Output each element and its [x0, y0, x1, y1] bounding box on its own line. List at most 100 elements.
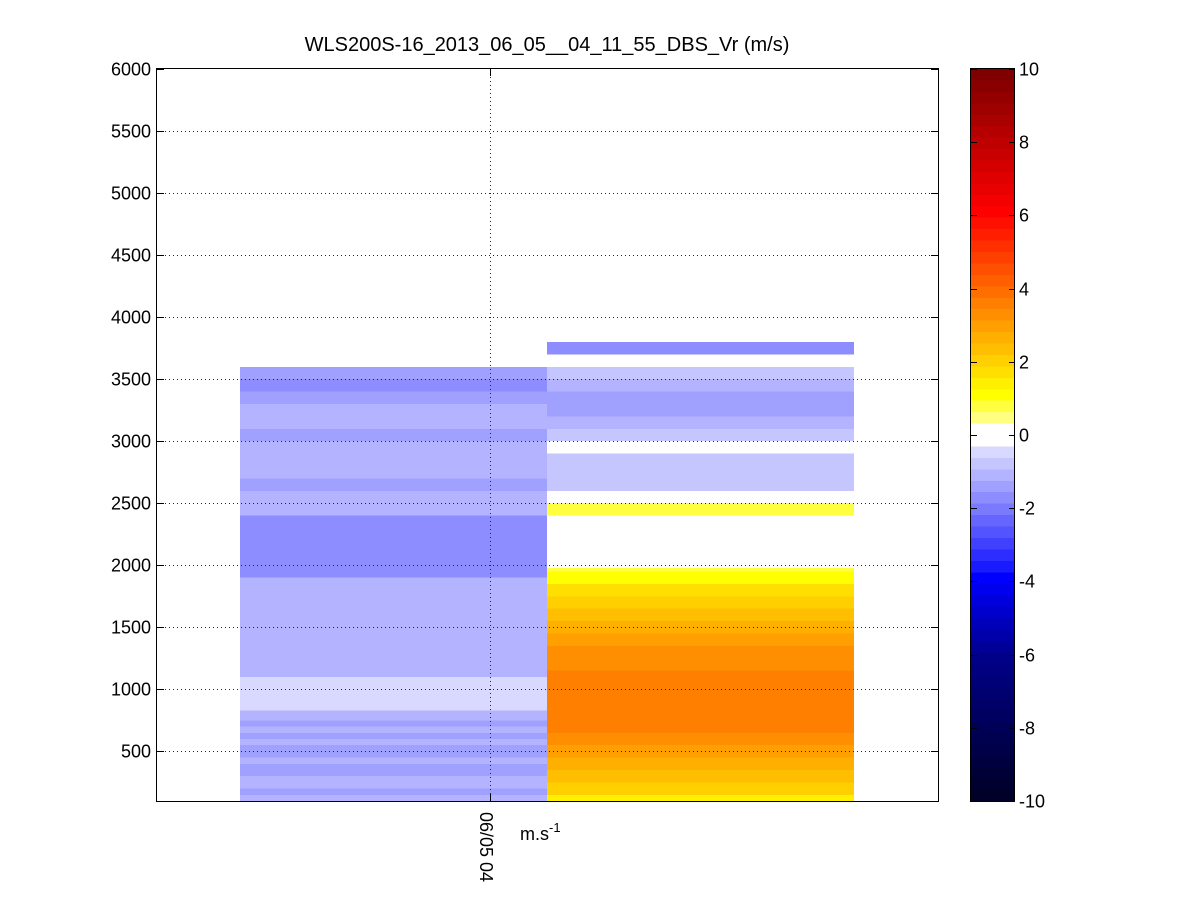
- cbtick-label-8: 8: [1019, 133, 1029, 153]
- heatmap-cell-col2-12: [547, 583, 854, 597]
- heatmap-cell-col1-16: [240, 590, 547, 597]
- heatmap-cell-col1-12: [240, 633, 547, 677]
- colorbar-unit-exponent: -1: [549, 820, 561, 835]
- heatmap-cell-col2-18: [547, 416, 854, 429]
- heatmap-cell-col1-23: [240, 403, 547, 429]
- ytick-label-500: 500: [121, 742, 151, 762]
- colorbar-band-26: [971, 366, 1015, 379]
- colorbar-band-53: [971, 675, 1015, 688]
- colorbar-band-15: [971, 240, 1015, 253]
- heatmap-cell-col1-10: [240, 710, 547, 721]
- colorbar-band-40: [971, 526, 1015, 539]
- colorbar-band-1: [971, 80, 1015, 93]
- heatmap-cell-col2-6: [547, 670, 854, 733]
- colorbar-band-5: [971, 126, 1015, 139]
- heatmap-cell-col1-24: [240, 391, 547, 404]
- colorbar-band-9: [971, 171, 1015, 184]
- heatmap-cell-col2-0: [547, 794, 854, 801]
- cbtick-label--10: -10: [1019, 792, 1045, 812]
- heatmap-cell-col1-2: [240, 776, 547, 789]
- colorbar-band-32: [971, 435, 1015, 448]
- heatmap-cell-col2-9: [547, 621, 854, 634]
- heatmap-cell-col1-13: [240, 627, 547, 634]
- colorbar-unit-main: m.s: [520, 824, 549, 844]
- heatmap-cell-col1-6: [240, 738, 547, 746]
- colorbar-band-24: [971, 343, 1015, 356]
- heatmap-cell-col1-26: [240, 366, 547, 380]
- colorbar-band-28: [971, 389, 1015, 402]
- heatmap-cell-col1-22: [240, 428, 547, 442]
- ytick-label-4500: 4500: [111, 246, 151, 266]
- colorbar-band-10: [971, 183, 1015, 196]
- colorbar-band-48: [971, 618, 1015, 631]
- heatmap-cell-col2-1: [547, 782, 854, 795]
- colorbar-band-19: [971, 286, 1015, 299]
- cbtick-label--2: -2: [1019, 499, 1035, 519]
- colorbar-band-61: [971, 766, 1015, 779]
- heatmap-cell-col2-13: [547, 571, 854, 584]
- colorbar-band-59: [971, 743, 1015, 756]
- colorbar-band-52: [971, 663, 1015, 676]
- colorbar-band-45: [971, 583, 1015, 596]
- colorbar-band-35: [971, 469, 1015, 482]
- cbtick-label-4: 4: [1019, 280, 1029, 300]
- colorbar-band-16: [971, 252, 1015, 265]
- cbtick-label-2: 2: [1019, 353, 1029, 373]
- heatmap-cell-col1-20: [240, 478, 547, 491]
- heatmap-cell-col1-0: [240, 794, 547, 801]
- colorbar-band-50: [971, 640, 1015, 653]
- ytick-label-2500: 2500: [111, 494, 151, 514]
- colorbar-band-56: [971, 709, 1015, 722]
- ytick-label-2000: 2000: [111, 556, 151, 576]
- colorbar-band-21: [971, 309, 1015, 322]
- colorbar-band-30: [971, 412, 1015, 425]
- heatmap-cell-col2-2: [547, 769, 854, 783]
- colorbar-band-14: [971, 229, 1015, 242]
- heatmap-cell-col2-20: [547, 379, 854, 392]
- colorbar-band-29: [971, 400, 1015, 413]
- colorbar-band-3: [971, 103, 1015, 116]
- cbtick-label-0: 0: [1019, 426, 1029, 446]
- colorbar-axis: 10 8 6 4 2 0 -2 -4 -6 -8 -10: [971, 60, 1045, 812]
- heatmap-cell-col1-1: [240, 788, 547, 795]
- colorbar-band-62: [971, 778, 1015, 791]
- y-axis: 500 1000 1500 2000 2500 3000 3500 4000 4500 5000 5…: [111, 60, 938, 762]
- colorbar-band-31: [971, 423, 1015, 436]
- colorbar-band-0: [971, 69, 1015, 82]
- colorbar-band-44: [971, 572, 1015, 585]
- colorbar-band-49: [971, 629, 1015, 642]
- heatmap-cell-col2-17: [547, 428, 854, 442]
- colorbar-band-22: [971, 320, 1015, 333]
- ytick-label-1000: 1000: [111, 680, 151, 700]
- colorbar-band-39: [971, 515, 1015, 528]
- ytick-label-5500: 5500: [111, 122, 151, 142]
- colorbar-band-60: [971, 755, 1015, 768]
- colorbar-band-6: [971, 137, 1015, 150]
- heatmap-cell-col2-15: [547, 503, 854, 516]
- colorbar-band-4: [971, 114, 1015, 127]
- heatmap-cell-col2-22: [547, 341, 854, 355]
- heatmap-cell-col2-14: [547, 567, 854, 572]
- ytick-label-4000: 4000: [111, 308, 151, 328]
- plot-frame: [156, 68, 939, 802]
- colorbar-band-20: [971, 297, 1015, 310]
- colorbar-band-12: [971, 206, 1015, 219]
- colorbar-band-2: [971, 91, 1015, 104]
- colorbar-band-51: [971, 652, 1015, 665]
- colorbar-band-63: [971, 789, 1015, 802]
- colorbar-band-46: [971, 595, 1015, 608]
- colorbar-band-23: [971, 332, 1015, 345]
- heatmap-cell-col1-8: [240, 726, 547, 733]
- heatmap-cell-col1-14: [240, 621, 547, 628]
- heatmap-cell-col2-8: [547, 633, 854, 646]
- x-axis: 06/05 04: [476, 69, 496, 882]
- colorbar-band-58: [971, 732, 1015, 745]
- heatmap-cell-col1-17: [240, 577, 547, 591]
- colorbar-band-43: [971, 560, 1015, 573]
- colorbar-band-42: [971, 549, 1015, 562]
- colorbar-band-8: [971, 160, 1015, 173]
- heatmap-cell-col1-18: [240, 515, 547, 578]
- chart-title: WLS200S-16_2013_06_05__04_11_55_DBS_Vr (…: [305, 34, 790, 56]
- heatmap-cell-col1-21: [240, 441, 547, 479]
